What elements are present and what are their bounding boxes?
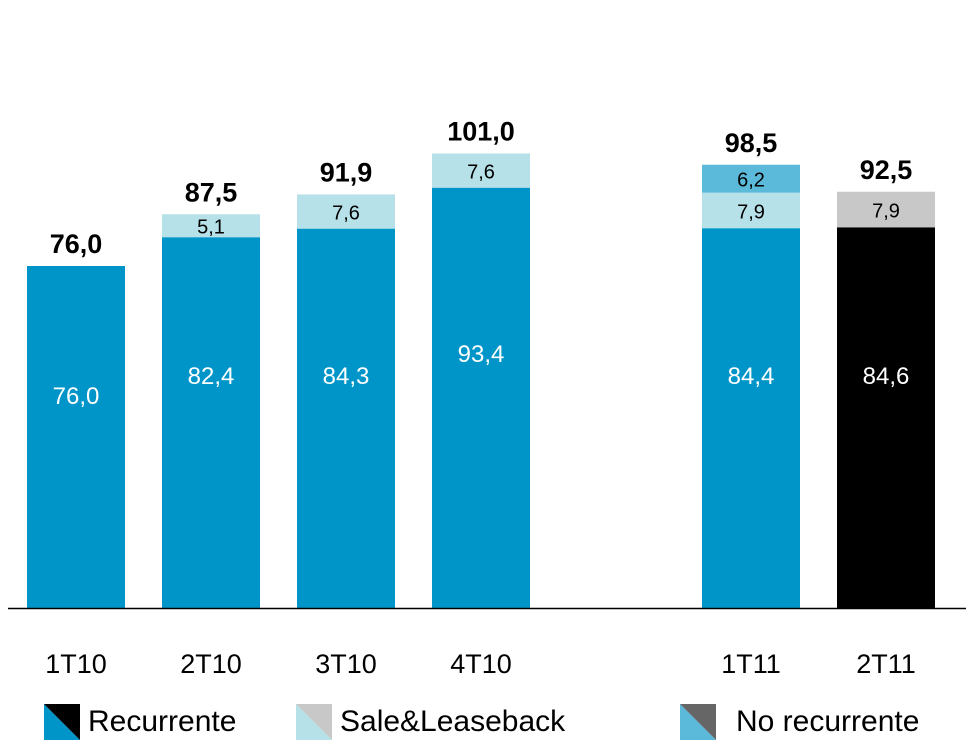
- legend-swatch-recurrente: [44, 704, 80, 740]
- chart-legend: Recurrente Sale&Leaseback No recurrente: [0, 700, 971, 744]
- x-tick-label: 3T10: [315, 649, 377, 679]
- bar-segment-label: 6,2: [737, 170, 765, 192]
- bar-segment: [432, 153, 530, 188]
- bar-segment-label: 7,9: [737, 201, 765, 223]
- legend-label-no-recurrente: No recurrente: [736, 705, 920, 738]
- bar-segment-label: 82,4: [188, 363, 235, 390]
- legend-item-no-recurrente: No recurrente: [680, 700, 919, 744]
- swatch-half-b: [296, 704, 332, 740]
- bar-total-label: 91,9: [320, 157, 373, 187]
- stacked-bar-chart: 76,0 76,0 1T10 82,4 5,1 87,5 2T10 84,3 7,6 91,9 3T…: [8, 117, 966, 679]
- legend-swatch-sale-leaseback: [296, 704, 332, 740]
- legend-swatch-no-recurrente: [680, 704, 716, 740]
- bar-segment-label: 84,3: [323, 363, 370, 390]
- bar-segment: [702, 192, 800, 229]
- bar-segment-label: 93,4: [458, 341, 505, 368]
- bar-total-label: 87,5: [185, 177, 238, 207]
- bar-segment-label: 76,0: [53, 383, 100, 410]
- x-tick-label: 2T10: [180, 649, 242, 679]
- x-tick-label: 2T11: [856, 649, 916, 679]
- bar-segment: [837, 191, 935, 228]
- bar-segment: [297, 228, 395, 608]
- bar-segment: [432, 187, 530, 608]
- bar-segment: [702, 164, 800, 193]
- bar-segment-label: 84,4: [728, 363, 775, 390]
- bar-total-label: 101,0: [447, 117, 515, 147]
- x-tick-label: 1T11: [721, 649, 781, 679]
- swatch-half-b: [44, 704, 80, 740]
- bar-segment: [162, 237, 260, 608]
- bar-segment: [837, 227, 935, 609]
- bar-total-label: 92,5: [860, 155, 913, 185]
- legend-item-recurrente: Recurrente: [44, 700, 236, 744]
- bar-segment-label: 7,6: [332, 203, 360, 225]
- bar-segment-label: 7,6: [467, 162, 495, 184]
- bar-segment-label: 7,9: [872, 201, 900, 223]
- bar-segment: [702, 228, 800, 608]
- bar-segment: [297, 194, 395, 229]
- bar-segment-label: 5,1: [197, 217, 225, 239]
- bar-segment-label: 84,6: [863, 363, 910, 390]
- legend-label-recurrente: Recurrente: [88, 705, 237, 738]
- legend-item-sale-leaseback: Sale&Leaseback: [296, 700, 565, 744]
- legend-label-sale-leaseback: Sale&Leaseback: [340, 705, 566, 738]
- bar-total-label: 76,0: [50, 229, 103, 259]
- x-tick-label: 4T10: [450, 649, 512, 679]
- x-tick-label: 1T10: [45, 649, 107, 679]
- bar-segment: [162, 214, 260, 238]
- swatch-half-b: [680, 704, 716, 740]
- bar-segment: [27, 266, 125, 608]
- bar-total-label: 98,5: [725, 128, 778, 158]
